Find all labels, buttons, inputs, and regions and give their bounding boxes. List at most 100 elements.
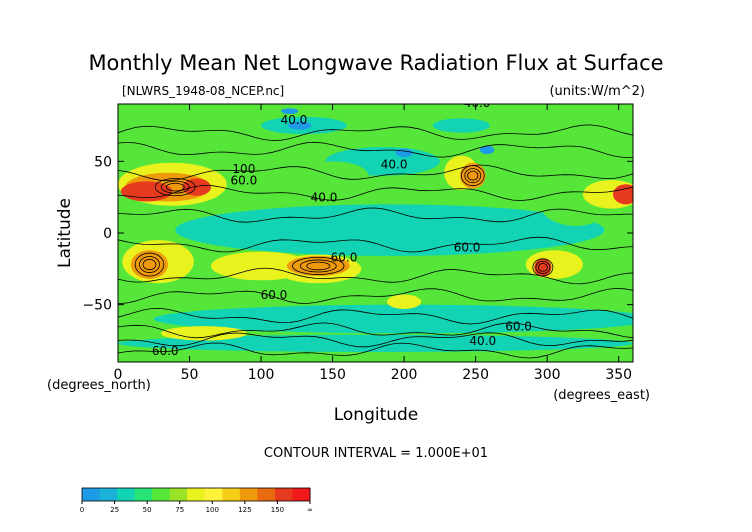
flux-region-blue <box>288 121 312 130</box>
contour-line <box>118 141 633 158</box>
x-tick-label: 100 <box>248 367 275 383</box>
contour-label: 40.0 <box>464 96 491 110</box>
y-axis-ticks: −50 0 50 <box>82 154 633 314</box>
colorbar-swatch <box>204 488 223 501</box>
x-tick-label: 0 <box>114 367 123 383</box>
contour-line <box>118 124 633 141</box>
file-label: [NLWRS_1948-08_NCEP.nc] <box>122 84 284 98</box>
colorbar-swatch <box>239 488 258 501</box>
contour-line <box>118 236 633 253</box>
colorbar: 0 25 50 75 100 125 150 ∞ <box>80 487 313 514</box>
contour-line <box>118 332 633 348</box>
contour-label: 60.0 <box>505 319 532 333</box>
colorbar-swatch <box>222 488 241 501</box>
flux-region-cyan <box>432 118 490 133</box>
contour-label: 60.0 <box>261 288 288 302</box>
contour-ring <box>292 256 345 275</box>
colorbar-swatch <box>187 488 206 501</box>
colorbar-swatch <box>274 488 293 501</box>
contour-line <box>118 287 633 305</box>
x-axis-ticks: 0 50 100 150 200 250 300 350 <box>114 104 632 383</box>
y-tick-label: 50 <box>94 154 112 170</box>
colorbar-swatch <box>292 488 311 501</box>
colorbar-swatch <box>152 488 171 501</box>
plot-area: 40.040.040.040.010060.060.060.060.060.06… <box>118 96 633 362</box>
contour-line <box>118 322 633 339</box>
contour-ring <box>139 256 160 273</box>
contour-label: 60.0 <box>231 173 258 187</box>
contour-line <box>118 207 633 223</box>
contour-ring <box>165 182 185 192</box>
flux-region-yellow <box>386 294 422 309</box>
x-tick-label: 50 <box>181 367 199 383</box>
contour-ring <box>160 180 190 194</box>
contour-ring <box>460 165 485 187</box>
x-tick-label: 150 <box>319 367 346 383</box>
contour-line <box>118 307 633 325</box>
contour-ring <box>306 261 331 271</box>
y-axis-label: Latitude <box>55 198 75 268</box>
flux-region-orange <box>459 162 486 189</box>
flux-region-blue <box>281 108 299 115</box>
colorbar-swatch <box>82 488 101 501</box>
contour-line <box>118 164 633 182</box>
x-unit-note: (degrees_east) <box>553 388 650 403</box>
x-tick-label: 350 <box>605 367 632 383</box>
colorbar-tick-label: 0 <box>80 506 84 514</box>
contour-label: 40.0 <box>469 334 496 348</box>
units-label: (units:W/m^2) <box>549 84 645 99</box>
colorbar-swatch <box>117 488 136 501</box>
contour-line <box>118 267 633 285</box>
contour-label: 40.0 <box>311 190 338 204</box>
flux-region-red <box>182 178 211 196</box>
colorbar-frame <box>81 487 311 502</box>
contour-label: 40.0 <box>281 113 308 127</box>
contour-line <box>118 184 633 201</box>
y-tick-label: 0 <box>103 226 112 242</box>
flux-region-red <box>612 184 633 205</box>
colorbar-tick-label: 25 <box>110 506 119 514</box>
contour-ring <box>299 259 337 273</box>
flux-region-blue <box>479 145 495 155</box>
y-tick-label: −50 <box>82 298 112 314</box>
contour-ring <box>532 258 554 277</box>
x-tick-label: 250 <box>462 367 489 383</box>
contour-lines <box>118 124 633 359</box>
colorbar-swatch <box>257 488 276 501</box>
contour-ring <box>154 178 196 197</box>
contour-ring <box>142 258 157 271</box>
contour-labels: 40.040.040.040.010060.060.060.060.060.06… <box>152 96 532 358</box>
contour-interval-note: CONTOUR INTERVAL = 1.000E+01 <box>264 446 488 461</box>
flux-region-cyan <box>118 334 633 352</box>
colorbar-tick-label: 125 <box>238 506 251 514</box>
colorbar-swatch <box>134 488 153 501</box>
contour-ring <box>464 168 482 184</box>
colorbar-swatch <box>99 488 118 501</box>
colorbar-tick-label: 150 <box>271 506 284 514</box>
flux-region-yellow <box>160 326 247 341</box>
contour-label: 40.0 <box>381 158 408 172</box>
flux-region-cyan <box>153 304 633 334</box>
x-tick-label: 200 <box>391 367 418 383</box>
contour-label: 60.0 <box>331 251 358 265</box>
contour-ring <box>535 260 551 274</box>
flux-region-orange <box>286 255 350 276</box>
flux-region-orange <box>130 250 169 279</box>
contour-label: 100 <box>232 162 255 176</box>
flux-regions <box>118 108 633 352</box>
chart-title: Monthly Mean Net Longwave Radiation Flux… <box>88 51 663 75</box>
colorbar-tick-label: 50 <box>143 506 152 514</box>
flux-region-blue <box>395 148 413 158</box>
contour-label: 60.0 <box>152 344 179 358</box>
colorbar-swatch <box>169 488 188 501</box>
contour-line <box>118 342 633 359</box>
contour-ring <box>467 170 479 181</box>
contour-ring <box>134 252 165 277</box>
colorbar-tick-label: 75 <box>175 506 184 514</box>
colorbar-tick-label: ∞ <box>307 506 313 514</box>
y-unit-note: (degrees_north) <box>47 378 151 393</box>
contour-ring <box>537 263 548 272</box>
x-tick-label: 300 <box>534 367 561 383</box>
contour-label: 60.0 <box>454 241 481 255</box>
